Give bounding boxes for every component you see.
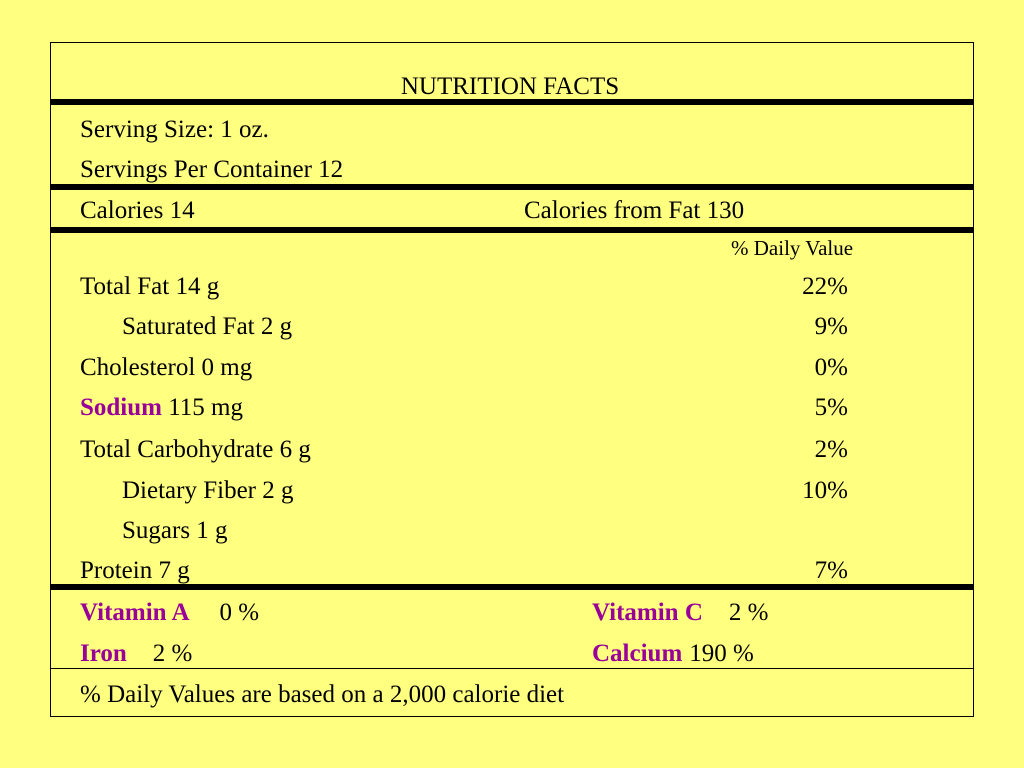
footnote: % Daily Values are based on a 2,000 calo… bbox=[80, 681, 565, 708]
nutrient-row-sodium: Sodium 115 mg bbox=[80, 393, 243, 423]
serving-size: Serving Size: 1 oz. bbox=[80, 116, 269, 143]
nutrient-pct: 9% bbox=[814, 313, 848, 340]
nutrient-pct: 0% bbox=[814, 354, 848, 381]
nutrient-label: Total Carbohydrate 6 g bbox=[80, 436, 311, 463]
vitamin-a-value: 0 % bbox=[219, 599, 260, 626]
divider-thick bbox=[51, 584, 973, 590]
iron-label: Iron bbox=[80, 640, 127, 667]
sodium-label: Sodium bbox=[80, 394, 162, 421]
nutrition-facts-panel bbox=[50, 42, 974, 717]
nutrient-label: Saturated Fat 2 g bbox=[122, 313, 293, 340]
divider-thin bbox=[51, 668, 973, 669]
nutrient-label: Total Fat 14 g bbox=[80, 273, 220, 300]
vitamin-a-label: Vitamin A bbox=[80, 599, 190, 626]
daily-value-header: % Daily Value bbox=[731, 236, 854, 260]
calcium: Calcium 190 % bbox=[592, 639, 754, 669]
divider-thick bbox=[51, 99, 973, 105]
servings-per-container: Servings Per Container 12 bbox=[80, 156, 344, 183]
nutrient-pct: 10% bbox=[802, 477, 848, 504]
nutrient-label: Dietary Fiber 2 g bbox=[122, 477, 294, 504]
calories-from-fat: Calories from Fat 130 bbox=[524, 197, 745, 224]
vitamin-c: Vitamin C 2 % bbox=[592, 598, 768, 628]
calcium-value: 190 % bbox=[689, 640, 754, 667]
nutrient-pct: 22% bbox=[802, 273, 848, 300]
nutrient-pct: 2% bbox=[814, 436, 848, 463]
nutrient-pct: 5% bbox=[814, 394, 848, 421]
sodium-amount: 115 mg bbox=[161, 394, 244, 421]
vitamin-c-value: 2 % bbox=[728, 599, 769, 626]
iron: Iron 2 % bbox=[80, 639, 192, 669]
divider-thick bbox=[51, 227, 973, 233]
vitamin-a: Vitamin A 0 % bbox=[80, 598, 259, 628]
nutrient-label: Sugars 1 g bbox=[122, 517, 228, 544]
calcium-label: Calcium bbox=[592, 640, 683, 667]
nutrient-label: Protein 7 g bbox=[80, 557, 190, 584]
iron-value: 2 % bbox=[152, 640, 193, 667]
nutrient-pct: 7% bbox=[814, 557, 848, 584]
panel-title: NUTRITION FACTS bbox=[400, 73, 620, 100]
nutrient-label: Cholesterol 0 mg bbox=[80, 354, 253, 381]
divider-thick bbox=[51, 184, 973, 190]
calories: Calories 14 bbox=[80, 197, 195, 224]
vitamin-c-label: Vitamin C bbox=[592, 599, 703, 626]
